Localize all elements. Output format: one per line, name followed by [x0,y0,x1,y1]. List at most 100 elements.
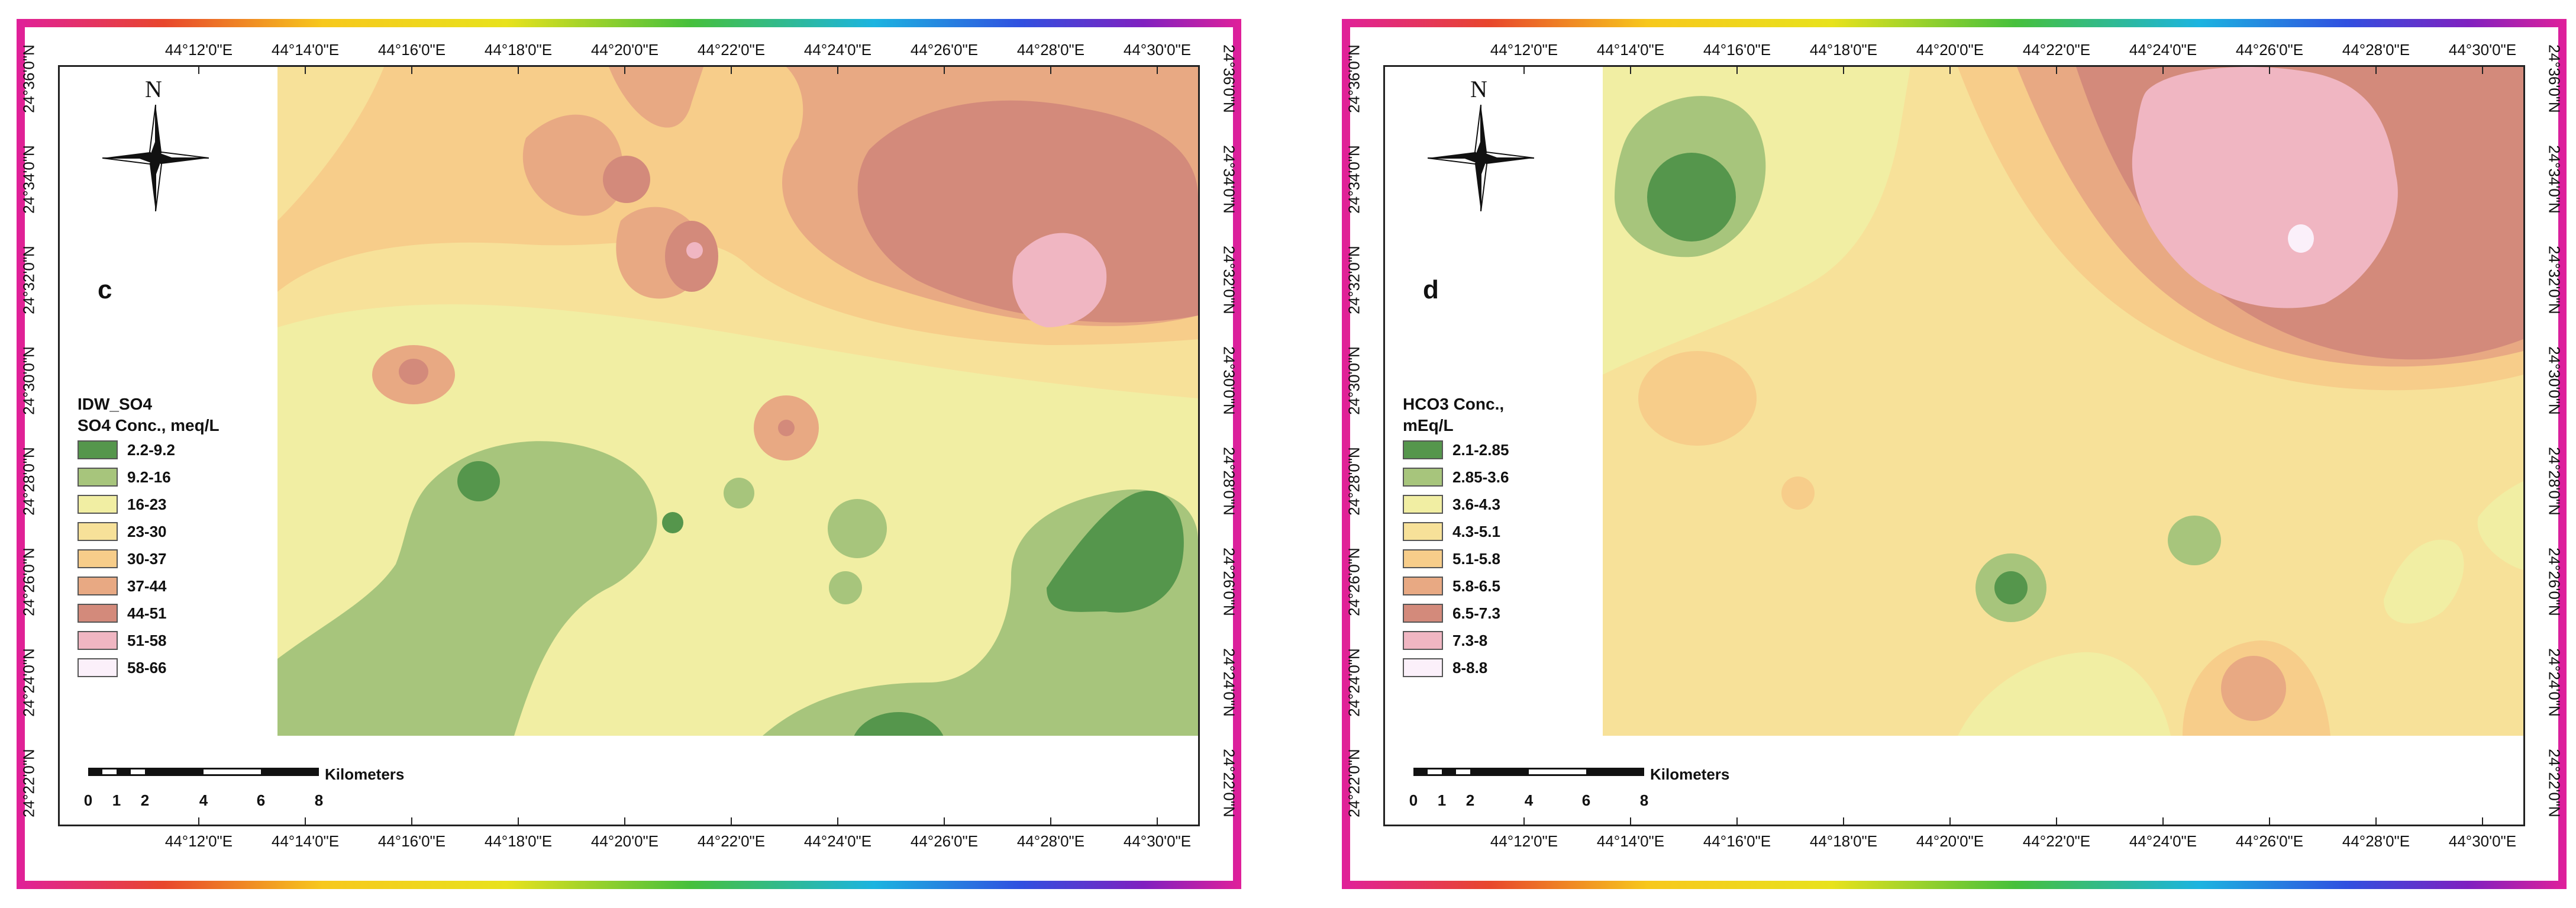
lat-tick-label: 24°24'0"N [1345,648,1363,717]
legend-label: 30-37 [127,549,167,568]
legend-label: 7.3-8 [1452,631,1488,649]
legend-swatch [78,549,118,568]
lon-tick-label: 44°14'0"E [271,832,340,850]
legend-label: 2.85-3.6 [1452,468,1509,486]
lon-tick-label: 44°14'0"E [1596,832,1665,850]
lon-tick-label: 44°22'0"E [2022,832,2091,850]
legend-item: 9.2-16 [78,463,255,491]
legend-swatch [78,658,118,677]
lat-tick-label: 24°28'0"N [20,447,38,516]
lat-tick-label: 24°32'0"N [1220,246,1238,314]
north-label: N [1470,76,1487,102]
lat-tick-label: 24°36'0"N [2545,44,2564,113]
lon-tick-label: 44°24'0"E [2129,832,2197,850]
scale-label: 4 [1524,791,1534,809]
map-legend: IDW_SO4 SO4 Conc., meq/L 2.2-9.2 9.2-16 … [78,394,255,681]
lon-tick-label: 44°24'0"E [2129,41,2197,59]
lon-tick-label: 44°22'0"E [697,41,766,59]
lon-tick-label: 44°26'0"E [910,41,979,59]
legend-swatch [78,577,118,595]
legend-swatch [78,604,118,623]
legend-swatch [78,468,118,487]
legend-label: 44-51 [127,604,167,622]
lat-tick-label: 24°30'0"N [20,346,38,415]
lon-tick-label: 44°12'0"E [1490,832,1558,850]
north-arrow: N [102,75,209,212]
lat-tick-label: 24°34'0"N [1220,145,1238,214]
map-legend: HCO3 Conc., mEq/L 2.1-2.85 2.85-3.6 3.6-… [1403,394,1580,681]
lon-tick-label: 44°26'0"E [2235,41,2304,59]
lat-tick-label: 24°34'0"N [2545,145,2564,214]
lon-tick-label: 44°26'0"E [2235,832,2304,850]
legend-label: 2.2-9.2 [127,440,175,459]
lon-tick-label: 44°20'0"E [590,832,659,850]
lat-tick-label: 24°28'0"N [1220,447,1238,516]
compass-rose-icon [1427,104,1535,212]
lon-tick-label: 44°14'0"E [1596,41,1665,59]
lat-tick-label: 24°32'0"N [20,246,38,314]
scale-label: 6 [1581,791,1591,809]
lon-tick-label: 44°12'0"E [1490,41,1558,59]
legend-label: 23-30 [127,522,167,540]
scale-label: 0 [1409,791,1418,809]
lat-tick-label: 24°26'0"N [20,548,38,616]
lon-tick-label: 44°28'0"E [1016,832,1085,850]
legend-label: 5.8-6.5 [1452,577,1500,595]
lon-tick-label: 44°20'0"E [1916,41,1984,59]
lon-tick-label: 44°30'0"E [1123,832,1192,850]
legend-item: 51-58 [78,627,255,654]
lat-tick-label: 24°34'0"N [20,145,38,214]
scale-bar: Kilometers 0 1 2 4 6 8 [84,765,419,819]
lat-tick-label: 24°24'0"N [1220,648,1238,717]
legend-label: 4.3-5.1 [1452,522,1500,540]
legend-label: 37-44 [127,577,167,595]
legend-item: 2.85-3.6 [1403,463,1580,491]
lon-tick-label: 44°20'0"E [1916,832,1984,850]
legend-item: 2.2-9.2 [78,436,255,463]
lon-tick-label: 44°28'0"E [2342,41,2410,59]
legend-swatch [1403,522,1443,541]
scale-bar: Kilometers 0 1 2 4 6 8 [1409,765,1745,819]
lon-tick-label: 44°22'0"E [2022,41,2091,59]
scale-unit: Kilometers [1650,765,1730,783]
lat-tick-label: 24°34'0"N [1345,145,1363,214]
panel-letter: c [98,275,112,304]
lon-tick-label: 44°30'0"E [1123,41,1192,59]
lon-tick-label: 44°18'0"E [1809,832,1878,850]
so4-idw-map[interactable] [60,67,1198,825]
lat-tick-label: 24°22'0"N [20,749,38,817]
lon-tick-label: 44°18'0"E [484,832,553,850]
lat-tick-label: 24°22'0"N [2545,749,2564,817]
lon-tick-label: 44°16'0"E [1703,832,1771,850]
legend-item: 2.1-2.85 [1403,436,1580,463]
legend-swatch [78,495,118,514]
legend-swatch [1403,440,1443,459]
lat-tick-label: 24°32'0"N [1345,246,1363,314]
lon-tick-label: 44°16'0"E [377,832,446,850]
lon-tick-label: 44°12'0"E [164,832,233,850]
lat-tick-label: 24°30'0"N [1345,346,1363,415]
legend-item: 7.3-8 [1403,627,1580,654]
legend-swatch [1403,658,1443,677]
legend-label: 3.6-4.3 [1452,495,1500,513]
north-label: N [145,76,162,102]
legend-swatch [1403,468,1443,487]
legend-item: 6.5-7.3 [1403,600,1580,627]
hco3-idw-map[interactable] [1385,67,2523,825]
legend-swatch [1403,631,1443,650]
scale-label: 6 [256,791,266,809]
lon-tick-label: 44°24'0"E [803,41,872,59]
lat-tick-label: 24°28'0"N [2545,447,2564,516]
legend-swatch [1403,549,1443,568]
legend-item: 37-44 [78,572,255,600]
lon-tick-label: 44°30'0"E [2448,832,2517,850]
scale-bar-graphic [88,768,319,776]
panel-letter: d [1423,275,1439,304]
lat-tick-label: 24°24'0"N [2545,648,2564,717]
legend-label: 9.2-16 [127,468,171,486]
legend-swatch [1403,577,1443,595]
lat-tick-label: 24°30'0"N [1220,346,1238,415]
legend-title: IDW_SO4 SO4 Conc., meq/L [78,395,219,434]
lat-tick-label: 24°28'0"N [1345,447,1363,516]
legend-swatch [78,522,118,541]
